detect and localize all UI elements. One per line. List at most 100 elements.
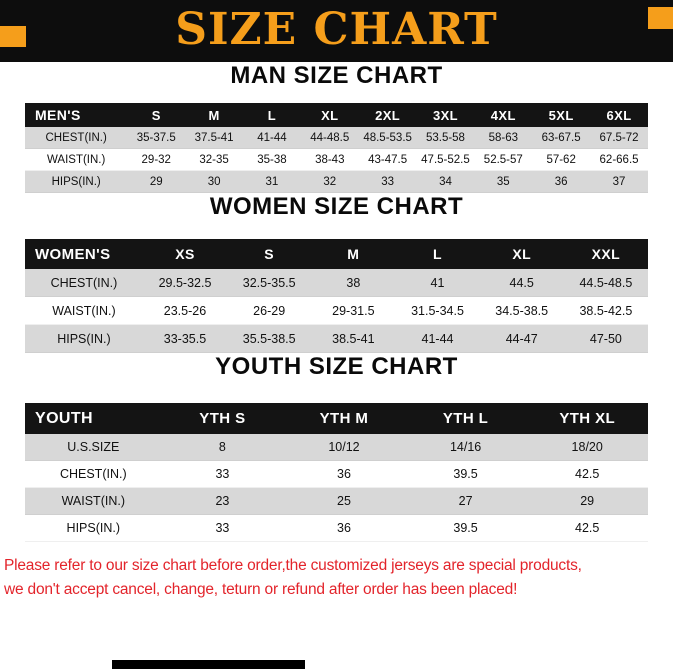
column-header: XS — [142, 239, 228, 269]
size-value: 34 — [416, 170, 475, 193]
row-label: CHEST(IN.) — [25, 269, 143, 297]
size-value: 29-32 — [127, 148, 186, 171]
table-header-row: YOUTH YTH S YTH M YTH L YTH XL — [25, 403, 648, 434]
size-value: 30 — [185, 170, 244, 193]
youth-size-table: YOUTH YTH S YTH M YTH L YTH XL U.S.SIZE 8 10/12… — [25, 403, 648, 542]
size-value: 35 — [474, 170, 533, 193]
size-value: 44.5-48.5 — [563, 269, 648, 297]
corner-accent-left — [0, 26, 26, 47]
man-size-chart-section: MAN SIZE CHART MEN'S S M L XL 2XL 3XL 4XL 5XL 6XL… — [0, 62, 673, 193]
size-value: 38.5-42.5 — [563, 296, 648, 325]
row-label: HIPS(IN.) — [25, 170, 128, 193]
size-value: 35-38 — [243, 148, 301, 171]
size-value: 34.5-38.5 — [479, 296, 564, 325]
size-value: 32 — [300, 170, 359, 193]
man-size-table: MEN'S S M L XL 2XL 3XL 4XL 5XL 6XL CHEST(IN.) 35-37… — [25, 103, 648, 193]
order-policy-line-1: Please refer to our size chart before or… — [4, 557, 582, 574]
size-table: WOMEN'S XS S M L XL XXL CHEST(IN.) 29.5-32.5 32.5… — [25, 239, 648, 353]
size-value: 58-63 — [474, 127, 533, 149]
size-value: 38-43 — [300, 148, 359, 171]
size-value: 47.5-52.5 — [416, 148, 475, 171]
table-header-row: WOMEN'S XS S M L XL XXL — [25, 239, 648, 269]
size-value: 39.5 — [404, 460, 527, 488]
size-value: 41 — [395, 269, 480, 297]
size-value: 44-47 — [479, 324, 564, 353]
table-title-cell: WOMEN'S — [25, 239, 143, 269]
size-value: 31.5-34.5 — [395, 296, 480, 325]
table-row: WAIST(IN.) 23.5-26 26-29 29-31.5 31.5-34.5 34… — [25, 296, 648, 325]
size-value: 63-67.5 — [532, 127, 591, 149]
size-value: 67.5-72 — [590, 127, 648, 149]
column-header: M — [311, 239, 396, 269]
row-label: HIPS(IN.) — [25, 514, 162, 542]
table-title-cell: YOUTH — [25, 403, 162, 434]
row-label: WAIST(IN.) — [25, 487, 162, 515]
size-value: 29.5-32.5 — [142, 269, 228, 297]
page-title: SIZE CHART — [175, 4, 498, 55]
bottom-black-bar — [112, 660, 305, 669]
column-header: XL — [479, 239, 564, 269]
size-value: 48.5-53.5 — [358, 127, 417, 149]
size-value: 33-35.5 — [142, 324, 228, 353]
column-header: YTH XL — [526, 403, 648, 434]
order-policy-note: Please refer to our size chart before or… — [4, 554, 673, 602]
size-table: MEN'S S M L XL 2XL 3XL 4XL 5XL 6XL CHEST(IN.) 35-37… — [25, 103, 648, 193]
column-header: YTH M — [283, 403, 405, 434]
column-header: 4XL — [474, 103, 533, 127]
size-value: 41-44 — [395, 324, 480, 353]
size-value: 43-47.5 — [358, 148, 417, 171]
section-heading-man: MAN SIZE CHART — [230, 62, 443, 89]
table-row: CHEST(IN.) 29.5-32.5 32.5-35.5 38 41 44.5 44.5… — [25, 269, 648, 297]
size-value: 41-44 — [243, 127, 301, 149]
size-value: 27 — [404, 487, 527, 515]
size-value: 29 — [526, 487, 648, 515]
size-value: 36 — [283, 460, 405, 488]
size-value: 44-48.5 — [300, 127, 359, 149]
size-table: YOUTH YTH S YTH M YTH L YTH XL U.S.SIZE 8 10/12… — [25, 403, 648, 542]
youth-size-chart-section: YOUTH SIZE CHART YOUTH YTH S YTH M YTH L YTH… — [0, 353, 673, 542]
size-value: 37.5-41 — [185, 127, 244, 149]
size-value: 42.5 — [526, 514, 648, 542]
row-label: CHEST(IN.) — [25, 127, 128, 149]
size-value: 35-37.5 — [127, 127, 186, 149]
size-value: 33 — [358, 170, 417, 193]
section-heading-women: WOMEN SIZE CHART — [209, 193, 464, 220]
corner-accent-right — [648, 7, 673, 29]
row-label: WAIST(IN.) — [25, 148, 128, 171]
size-value: 35.5-38.5 — [227, 324, 312, 353]
size-value: 29 — [127, 170, 186, 193]
size-value: 8 — [161, 434, 284, 461]
size-value: 38 — [311, 269, 396, 297]
size-value: 37 — [590, 170, 648, 193]
column-header: 3XL — [416, 103, 475, 127]
size-value: 38.5-41 — [311, 324, 396, 353]
row-label: CHEST(IN.) — [25, 460, 162, 488]
row-label: WAIST(IN.) — [25, 296, 143, 325]
table-row: HIPS(IN.) 33-35.5 35.5-38.5 38.5-41 41-44 44-… — [25, 324, 648, 353]
table-row: HIPS(IN.) 29 30 31 32 33 34 35 36 37 — [25, 170, 648, 193]
banner: SIZE CHART — [0, 0, 673, 62]
table-row: WAIST(IN.) 23 25 27 29 — [25, 487, 648, 515]
column-header: 2XL — [358, 103, 417, 127]
column-header: S — [127, 103, 186, 127]
row-label: U.S.SIZE — [25, 434, 162, 461]
column-header: 6XL — [590, 103, 648, 127]
size-value: 57-62 — [532, 148, 591, 171]
size-value: 42.5 — [526, 460, 648, 488]
table-row: U.S.SIZE 8 10/12 14/16 18/20 — [25, 434, 648, 461]
table-header-row: MEN'S S M L XL 2XL 3XL 4XL 5XL 6XL — [25, 103, 648, 127]
size-value: 39.5 — [404, 514, 527, 542]
table-row: CHEST(IN.) 35-37.5 37.5-41 41-44 44-48.5 48.5… — [25, 127, 648, 149]
size-value: 62-66.5 — [590, 148, 648, 171]
size-value: 52.5-57 — [474, 148, 533, 171]
size-value: 36 — [532, 170, 591, 193]
size-value: 25 — [283, 487, 405, 515]
size-value: 18/20 — [526, 434, 648, 461]
size-value: 53.5-58 — [416, 127, 475, 149]
column-header: L — [243, 103, 301, 127]
size-value: 32.5-35.5 — [227, 269, 312, 297]
column-header: XL — [300, 103, 359, 127]
order-policy-line-2: we don't accept cancel, change, teturn o… — [4, 581, 518, 599]
size-value: 23 — [161, 487, 284, 515]
size-value: 44.5 — [479, 269, 564, 297]
